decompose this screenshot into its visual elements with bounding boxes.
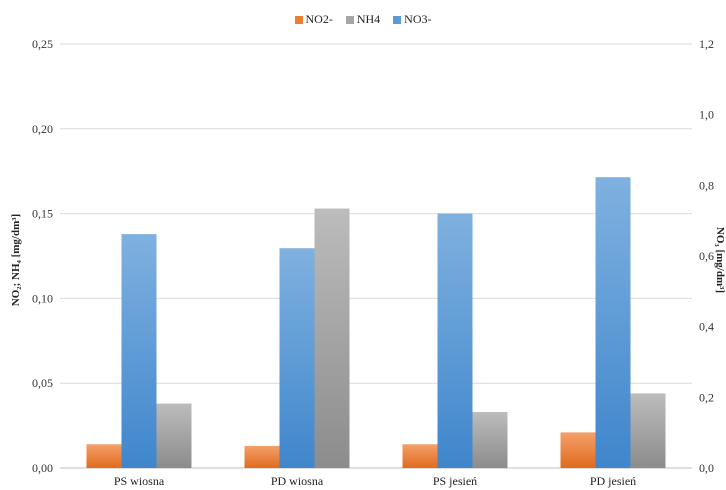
y-tick-left: 0,05 [32, 376, 53, 390]
bar-no2-ps-jesie [402, 444, 438, 468]
legend-label-no3: NO3- [404, 12, 432, 26]
legend-item-no3: NO3- [393, 12, 432, 27]
x-tick-label: PS wiosna [114, 474, 165, 488]
bars [86, 177, 666, 468]
y-axis-label-right: NO₃ [mg/dm³] [714, 226, 726, 294]
y-tick-right: 0,2 [699, 390, 714, 404]
bar-no2-pd-wiosna [244, 445, 280, 468]
legend-swatch-no3 [393, 16, 402, 24]
bar-nh4-ps-wiosna [156, 403, 192, 468]
y-tick-right: 0,0 [699, 461, 714, 475]
legend-swatch-no2 [294, 16, 303, 24]
y-tick-left: 0,20 [32, 122, 53, 136]
bar-no3-ps-wiosna [121, 234, 157, 468]
legend-swatch-nh4 [345, 16, 354, 24]
y-tick-left: 0,00 [32, 461, 53, 475]
y-tick-right: 0,8 [699, 178, 714, 192]
y-tick-right: 1,2 [699, 37, 714, 51]
bar-nh4-pd-jesie [630, 393, 666, 468]
bar-no3-ps-jesie [437, 213, 473, 468]
y-tick-right: 1,0 [699, 108, 714, 122]
y-tick-left: 0,25 [32, 37, 53, 51]
y-axis-label-left: NO₂; NH₄ [mg/dm³] [10, 213, 22, 307]
x-tick-label: PS jesień [433, 474, 477, 488]
legend: NO2- NH4 NO3- [0, 12, 726, 27]
bar-no3-pd-wiosna [279, 248, 315, 468]
y-tick-right: 0,6 [699, 249, 714, 263]
legend-label-no2: NO2- [305, 12, 333, 26]
bar-no2-ps-wiosna [86, 444, 122, 468]
bar-no2-pd-jesie [560, 432, 596, 468]
bar-nh4-ps-jesie [472, 412, 508, 468]
y-tick-right: 0,4 [699, 320, 714, 334]
x-tick-label: PD jesień [590, 474, 636, 488]
bar-nh4-pd-wiosna [314, 208, 350, 468]
x-tick-label: PD wiosna [271, 474, 324, 488]
legend-item-nh4: NH4 [345, 12, 381, 27]
y-tick-left: 0,15 [32, 207, 53, 221]
y-tick-left: 0,10 [32, 291, 53, 305]
tick-labels: 0,00 0,05 0,10 0,15 0,20 0,25 0,0 0,2 0,4 0,6 0,8 1… [32, 37, 714, 488]
legend-item-no2: NO2- [294, 12, 333, 27]
legend-label-nh4: NH4 [356, 12, 381, 26]
bar-no3-pd-jesie [595, 177, 631, 468]
